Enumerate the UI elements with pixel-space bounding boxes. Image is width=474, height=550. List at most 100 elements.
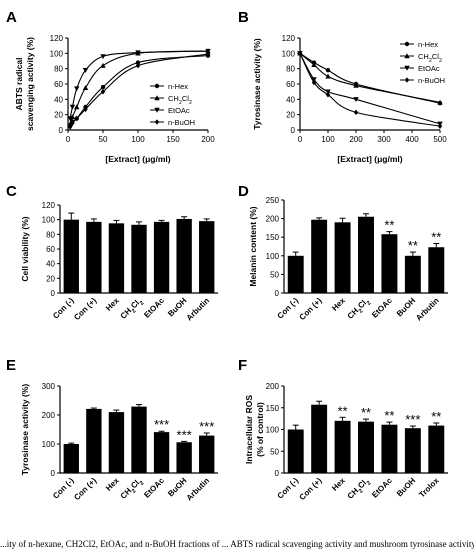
bar [86,221,102,293]
bar [86,408,102,473]
x-tick-label: 500 [433,135,447,144]
bar [311,219,328,293]
data-point [205,51,211,57]
panel-letter: D [238,183,249,200]
category-label: Hex [330,476,347,493]
category-label: Con (+) [298,296,324,322]
y-tick-label: 60 [54,80,63,89]
legend-label: n-BuOH [168,118,195,127]
data-point [297,50,303,57]
legend-label: n-BuOH [418,76,445,85]
y-tick-label: 120 [42,201,56,210]
panel-f: F 0 50 100 150 200 Con (-)Con (+) Hex ** CH2Cl2 **… [238,357,448,502]
bar [428,425,445,473]
data-point [82,68,89,73]
figure-caption: ...ity of n-hexane, CH2Cl2, EtOAc, and n… [0,539,474,549]
category-label: EtOAc [370,476,394,500]
data-point [100,88,106,95]
y-tick-label: 100 [42,440,56,449]
data-point [404,53,410,59]
bar [404,255,421,293]
bar [358,421,374,473]
panel-letter: A [6,9,17,26]
panel-letter: C [6,183,17,200]
legend-label: CH2Cl2 [418,52,442,64]
y-tick-label: 0 [51,289,56,298]
x-tick-label: 200 [201,135,215,144]
significance-label: ** [408,238,418,253]
y-axis-label: Cell viability (%) [20,216,30,281]
y-axis-label: Tyrosinase activity (%) [20,384,30,476]
data-point [100,62,106,68]
bar [176,442,192,473]
category-label: Con (-) [276,476,301,501]
data-point [311,62,317,68]
category-label: EtOAc [370,296,394,320]
x-tick-label: 300 [377,135,391,144]
significance-label: ** [384,408,394,423]
data-point [311,79,317,86]
data-point [154,107,160,113]
data-point [74,115,79,122]
data-point [325,68,331,73]
bar [334,420,351,473]
y-tick-label: 120 [50,34,64,43]
y-axis-label-line1: Intracellular ROS [244,395,254,464]
significance-label: *** [405,412,420,427]
data-point [67,124,73,130]
category-label: Hex [104,296,121,313]
y-tick-label: 80 [286,65,295,74]
data-point [311,77,317,83]
y-tick-label: 80 [46,230,55,239]
data-point [83,106,88,113]
y-tick-label: 20 [46,274,55,283]
x-tick-label: 50 [99,135,108,144]
y-tick-label: 100 [266,252,280,261]
category-label: Con (+) [72,476,98,502]
x-tick-label: 0 [298,135,303,144]
significance-label: *** [154,417,169,432]
bar [199,221,215,293]
category-label: Con (+) [298,476,324,502]
y-tick-label: 40 [46,260,55,269]
y-tick-label: 0 [51,469,56,478]
category-label: Arbutin [414,296,441,323]
data-point [154,83,160,89]
category-label: CH2Cl2 [119,296,146,323]
series-3 [67,51,211,130]
significance-label: ** [431,409,441,424]
y-axis-label-line2: (% of control) [255,402,265,457]
y-tick-label: 80 [54,65,63,74]
y-tick-label: 0 [291,126,296,135]
data-point [325,89,331,95]
bar [153,221,170,293]
data-point [67,116,73,122]
series-2 [67,48,211,122]
x-axis-label: [Extract] (μg/ml) [105,154,170,164]
y-tick-label: 200 [266,382,280,391]
category-label: BuOH [395,476,418,499]
significance-label: *** [199,419,214,434]
bar [287,255,304,293]
category-label: CH2Cl2 [119,476,146,503]
data-point [82,85,89,91]
data-point [404,65,410,71]
category-label: CH2Cl2 [346,296,373,323]
y-tick-label: 60 [46,245,55,254]
significance-label: *** [177,427,192,442]
data-point [135,50,141,56]
bar [334,222,351,293]
bar [358,216,374,293]
significance-label: ** [361,405,371,420]
data-point [353,97,359,103]
data-point [437,123,443,129]
panel-letter: B [238,9,249,26]
y-tick-label: 250 [266,196,280,205]
significance-label: ** [431,230,441,245]
bar [108,412,125,473]
x-tick-label: 0 [66,135,71,144]
y-tick-label: 100 [50,49,64,58]
